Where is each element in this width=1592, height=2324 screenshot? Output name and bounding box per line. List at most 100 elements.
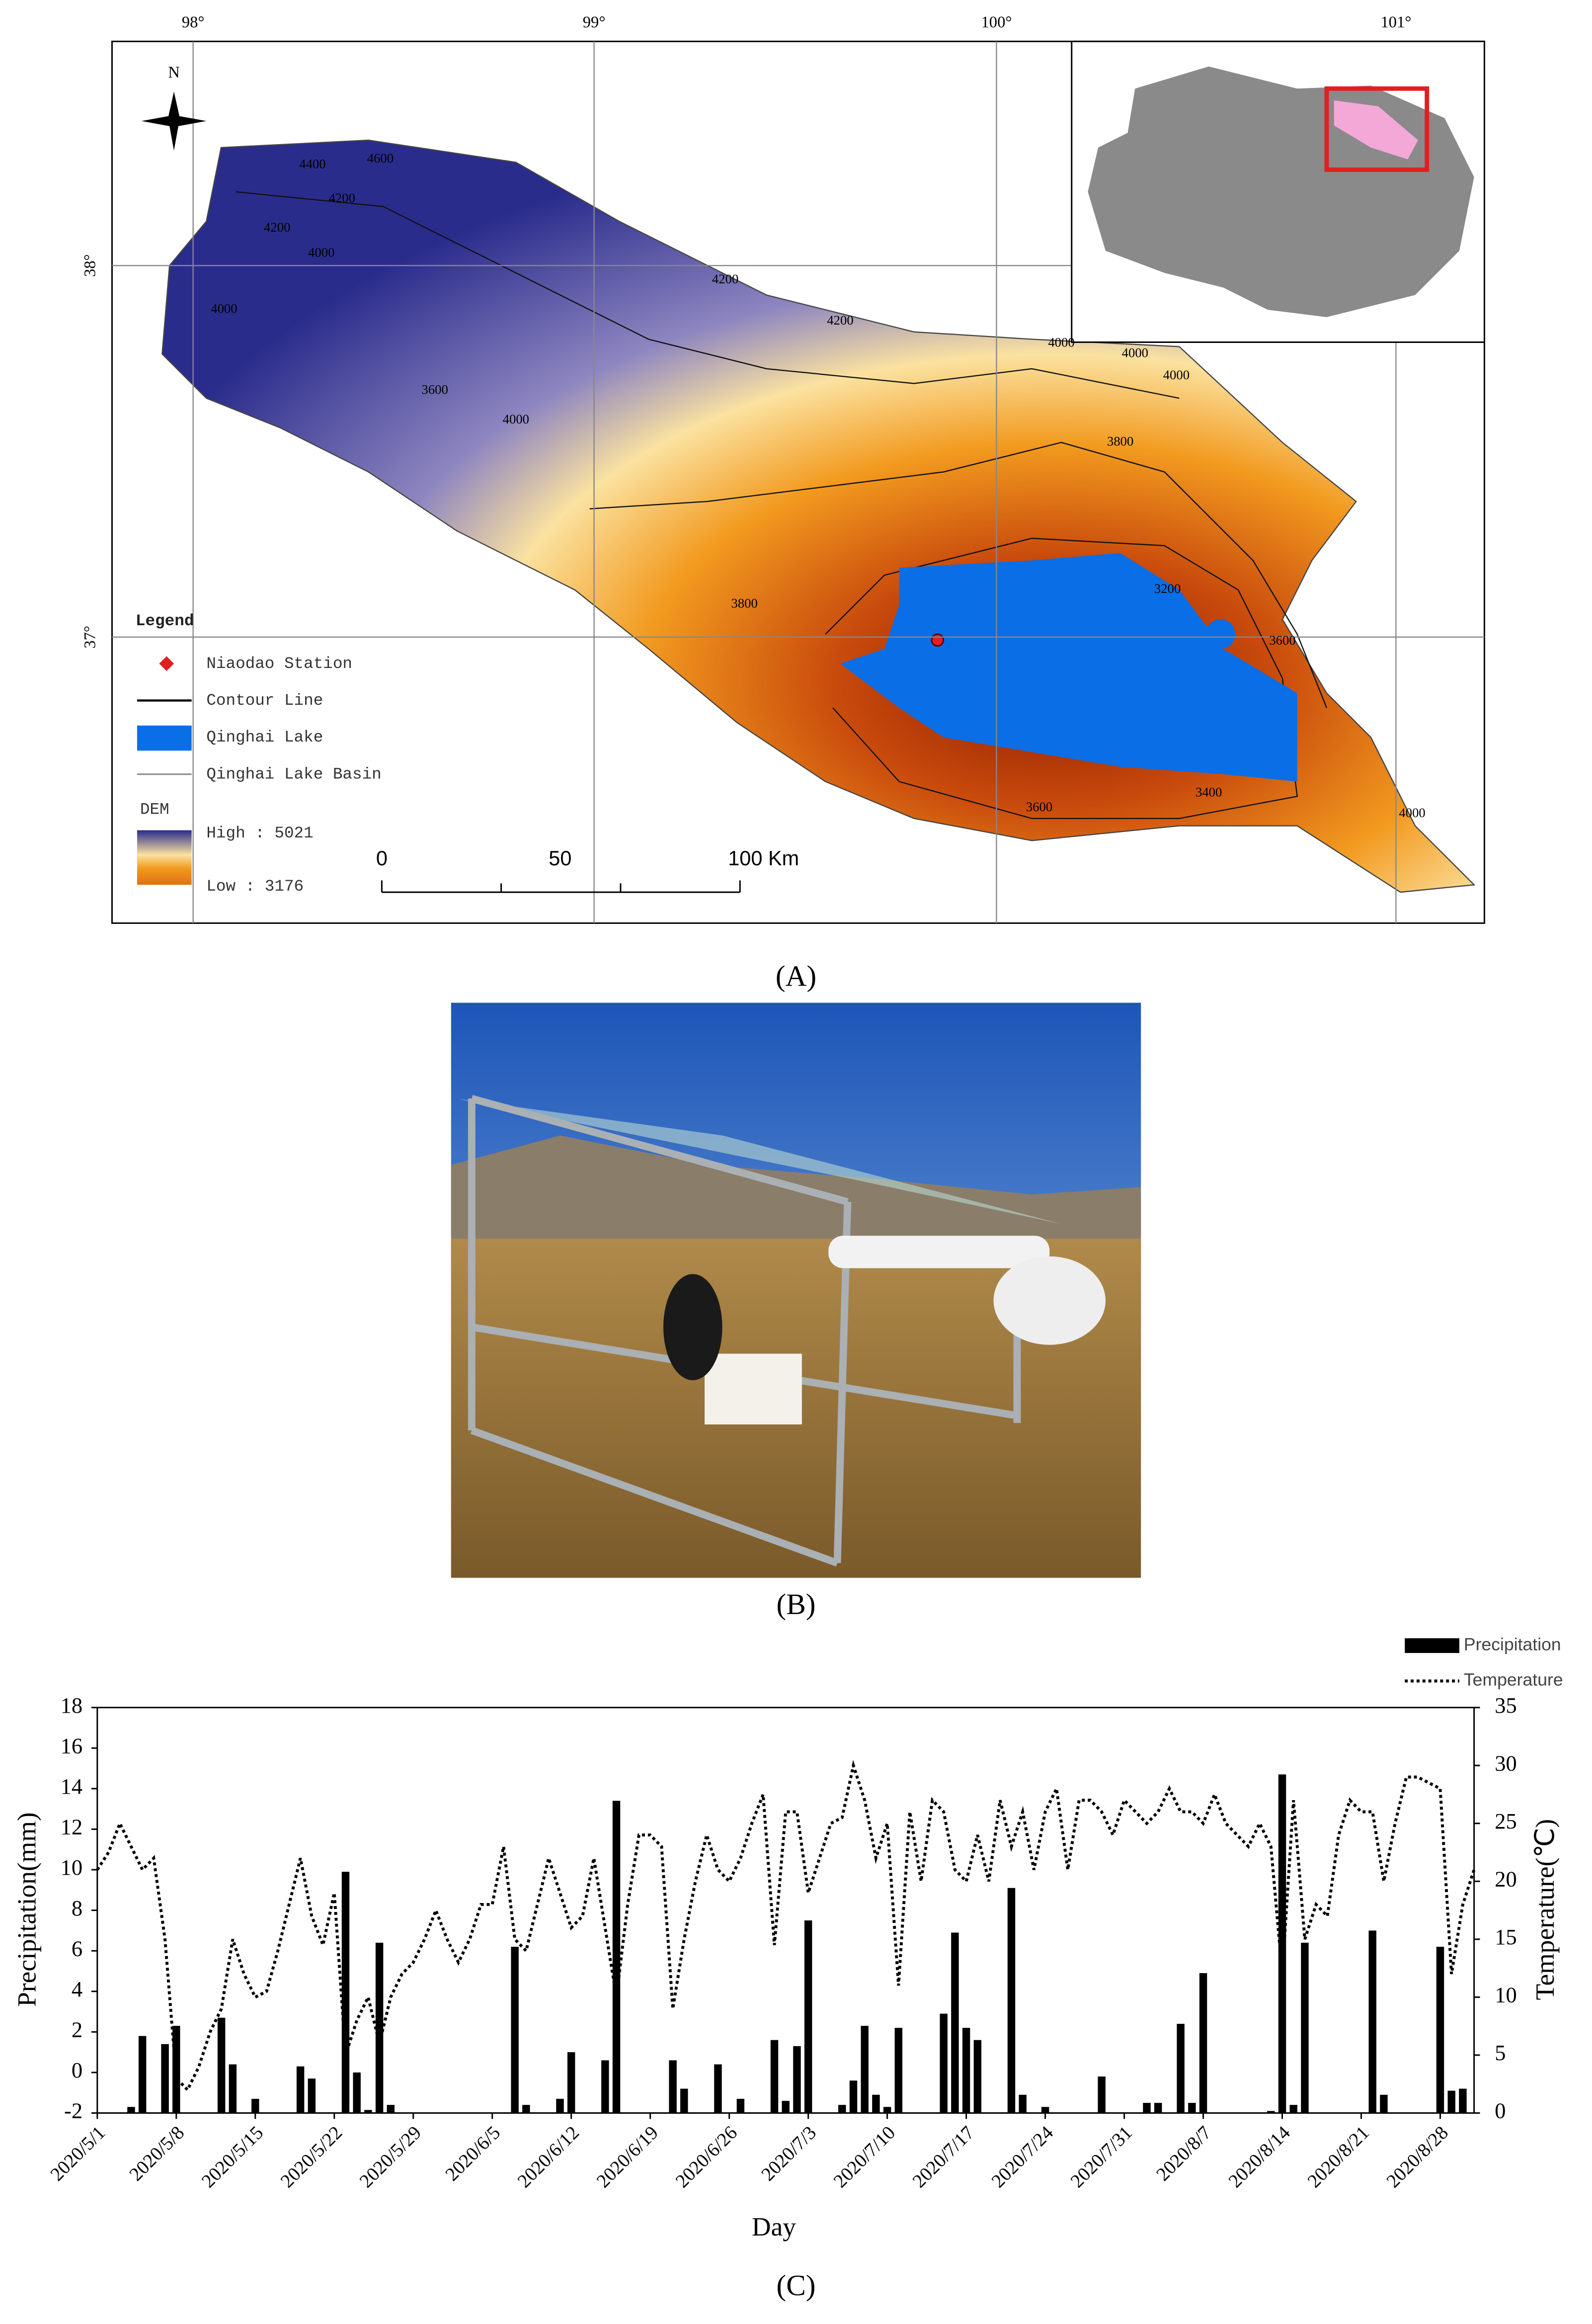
x-tick-label: 2020/5/1: [47, 2122, 110, 2185]
legend-lake: [137, 725, 192, 751]
bar: [770, 2040, 779, 2113]
contour-line: [825, 537, 1298, 819]
contour-label: 4000: [1122, 345, 1148, 360]
bar: [1447, 2090, 1455, 2113]
bar: [1380, 2094, 1388, 2113]
bar: [601, 2060, 609, 2113]
y2-tick-label: 0: [1495, 2098, 1506, 2123]
bar: [838, 2105, 846, 2113]
bar: [736, 2098, 745, 2113]
longitude-label: 101°: [1380, 13, 1411, 31]
bar: [127, 2107, 135, 2113]
x-tick-label: 2020/7/24: [988, 2122, 1057, 2192]
bar: [1289, 2105, 1297, 2113]
contour-line: [236, 191, 1180, 399]
contour-label: 4000: [211, 301, 237, 316]
legend-low: Low : 3176: [206, 877, 304, 896]
contour-label: 3200: [1154, 581, 1181, 596]
y-tick-label: 8: [72, 1896, 82, 1920]
bar: [669, 2060, 677, 2113]
bar: [714, 2064, 722, 2113]
legend-label: Temperature: [1464, 1670, 1563, 1690]
station-marker: [931, 633, 945, 647]
contour-label: 4000: [308, 245, 334, 260]
x-tick-label: 2020/7/17: [909, 2122, 978, 2192]
north-label: N: [168, 64, 180, 82]
bar: [1098, 2076, 1106, 2113]
legend-item: Contour Line: [206, 691, 323, 710]
bar: [375, 1942, 384, 2113]
bar: [962, 2028, 970, 2113]
x-tick-label: 2020/7/10: [830, 2122, 899, 2192]
contour-label: 4000: [503, 412, 529, 426]
x-tick-label: 2020/5/15: [198, 2122, 267, 2192]
contour-label: 4600: [367, 151, 394, 166]
legend-item: Qinghai Lake: [206, 728, 323, 747]
y2-tick-label: 15: [1495, 1924, 1517, 1949]
y-tick-label: 16: [61, 1733, 83, 1758]
bar: [872, 2094, 880, 2113]
bar: [217, 2017, 226, 2113]
latitude-label: 37°: [81, 626, 99, 649]
bar: [782, 2101, 790, 2113]
contour-label: 4000: [1048, 335, 1074, 350]
photo: [451, 1002, 1141, 1578]
bar: [1301, 1942, 1309, 2113]
latitude-label: 38°: [81, 254, 99, 277]
contour-label: 3600: [421, 382, 448, 397]
x-tick-label: 2020/8/21: [1304, 2122, 1373, 2192]
longitude-label: 100°: [981, 13, 1012, 31]
lake-island: [1205, 619, 1236, 649]
contour-label: 3800: [1107, 433, 1133, 448]
bar: [1199, 1973, 1207, 2113]
bar: [804, 1920, 812, 2113]
bar: [849, 2080, 858, 2113]
contour-label: 4200: [712, 271, 738, 286]
y-tick-label: 0: [72, 2058, 82, 2082]
longitude-label: 98°: [182, 13, 205, 31]
bar: [894, 2028, 903, 2113]
contour-label: 3600: [1269, 633, 1295, 648]
inset-basin: [1334, 100, 1418, 160]
bar: [1019, 2094, 1027, 2113]
legend-high: High : 5021: [206, 824, 313, 842]
panel-label: (A): [776, 960, 816, 993]
y-tick-label: 4: [72, 1977, 82, 2001]
x-axis-title: Day: [752, 2212, 796, 2241]
contour-label: 4400: [299, 157, 325, 171]
legend-dem-title: DEM: [140, 801, 169, 819]
bar: [1278, 1774, 1286, 2113]
bar: [1436, 1947, 1444, 2113]
legend-swatch: [1405, 1638, 1459, 1653]
legend-item: Niaodao Station: [206, 655, 352, 673]
bar: [951, 1932, 959, 2113]
x-tick-label: 2020/8/28: [1383, 2122, 1452, 2192]
y2-tick-label: 5: [1495, 2040, 1506, 2065]
y-tick-label: 14: [61, 1774, 83, 1799]
bar: [1459, 2088, 1467, 2113]
x-tick-label: 2020/5/8: [126, 2122, 189, 2185]
y-tick-label: 18: [61, 1693, 83, 1718]
bar: [364, 2110, 372, 2113]
bar: [1177, 2024, 1185, 2113]
lake: [840, 553, 1297, 782]
contour-label: 4000: [1399, 805, 1425, 820]
x-tick-label: 2020/6/19: [593, 2122, 662, 2192]
x-tick-label: 2020/7/31: [1067, 2122, 1136, 2192]
x-tick-label: 2020/6/26: [672, 2122, 741, 2192]
bar: [387, 2105, 395, 2113]
contour-label: 3600: [1026, 799, 1052, 814]
x-tick-label: 2020/8/14: [1225, 2122, 1294, 2192]
contour-label: 4200: [329, 190, 355, 205]
bar: [522, 2105, 530, 2113]
y2-tick-label: 25: [1495, 1809, 1517, 1833]
bar: [556, 2098, 564, 2113]
x-tick-label: 2020/7/3: [758, 2122, 821, 2185]
bar: [1267, 2111, 1275, 2113]
y2-tick-label: 30: [1495, 1750, 1517, 1775]
legend-dem-ramp: [137, 830, 192, 885]
contour-label: 4000: [1163, 367, 1190, 382]
scale-label: 100 Km: [728, 846, 799, 870]
bar: [1154, 2103, 1162, 2113]
